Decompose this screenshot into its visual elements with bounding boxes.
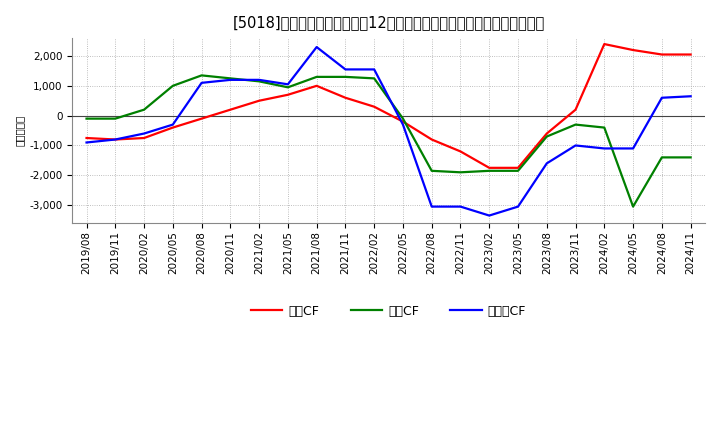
フリーCF (600, 146, 608, 151)
投資CF (428, 168, 436, 173)
投資CF (82, 116, 91, 121)
営業CF (82, 136, 91, 141)
Line: フリーCF: フリーCF (86, 47, 690, 216)
営業CF (168, 125, 177, 130)
フリーCF (370, 67, 379, 72)
投資CF (168, 83, 177, 88)
投資CF (197, 73, 206, 78)
営業CF (686, 52, 695, 57)
フリーCF (542, 161, 551, 166)
営業CF (197, 116, 206, 121)
フリーCF (428, 204, 436, 209)
投資CF (312, 74, 321, 80)
フリーCF (168, 122, 177, 127)
フリーCF (686, 94, 695, 99)
フリーCF (82, 140, 91, 145)
営業CF (111, 137, 120, 142)
投資CF (255, 79, 264, 84)
営業CF (600, 41, 608, 47)
営業CF (542, 131, 551, 136)
営業CF (629, 48, 637, 53)
投資CF (542, 134, 551, 139)
営業CF (571, 107, 580, 112)
投資CF (226, 76, 235, 81)
投資CF (571, 122, 580, 127)
フリーCF (629, 146, 637, 151)
投資CF (629, 204, 637, 209)
営業CF (370, 104, 379, 110)
Title: [5018]　キャッシュフローの12か月移動合計の対前年同期増減額の推移: [5018] キャッシュフローの12か月移動合計の対前年同期増減額の推移 (233, 15, 545, 30)
フリーCF (571, 143, 580, 148)
営業CF (513, 165, 522, 170)
営業CF (657, 52, 666, 57)
Legend: 営業CF, 投資CF, フリーCF: 営業CF, 投資CF, フリーCF (246, 300, 531, 323)
営業CF (399, 119, 408, 124)
Line: 営業CF: 営業CF (86, 44, 690, 168)
フリーCF (140, 131, 148, 136)
営業CF (428, 137, 436, 142)
投資CF (341, 74, 350, 80)
投資CF (485, 168, 494, 173)
投資CF (111, 116, 120, 121)
営業CF (284, 92, 292, 97)
投資CF (657, 155, 666, 160)
フリーCF (399, 122, 408, 127)
営業CF (312, 83, 321, 88)
フリーCF (312, 44, 321, 50)
投資CF (686, 155, 695, 160)
営業CF (341, 95, 350, 100)
Line: 投資CF: 投資CF (86, 75, 690, 207)
フリーCF (513, 204, 522, 209)
営業CF (255, 98, 264, 103)
フリーCF (284, 82, 292, 87)
投資CF (140, 107, 148, 112)
投資CF (600, 125, 608, 130)
投資CF (370, 76, 379, 81)
フリーCF (485, 213, 494, 218)
投資CF (284, 84, 292, 90)
営業CF (485, 165, 494, 170)
フリーCF (341, 67, 350, 72)
フリーCF (255, 77, 264, 83)
投資CF (513, 168, 522, 173)
営業CF (226, 107, 235, 112)
フリーCF (111, 137, 120, 142)
フリーCF (197, 80, 206, 85)
投資CF (456, 170, 465, 175)
投資CF (399, 116, 408, 121)
フリーCF (226, 77, 235, 83)
Y-axis label: （百万円）: （百万円） (15, 115, 25, 146)
営業CF (456, 149, 465, 154)
フリーCF (657, 95, 666, 100)
営業CF (140, 136, 148, 141)
フリーCF (456, 204, 465, 209)
